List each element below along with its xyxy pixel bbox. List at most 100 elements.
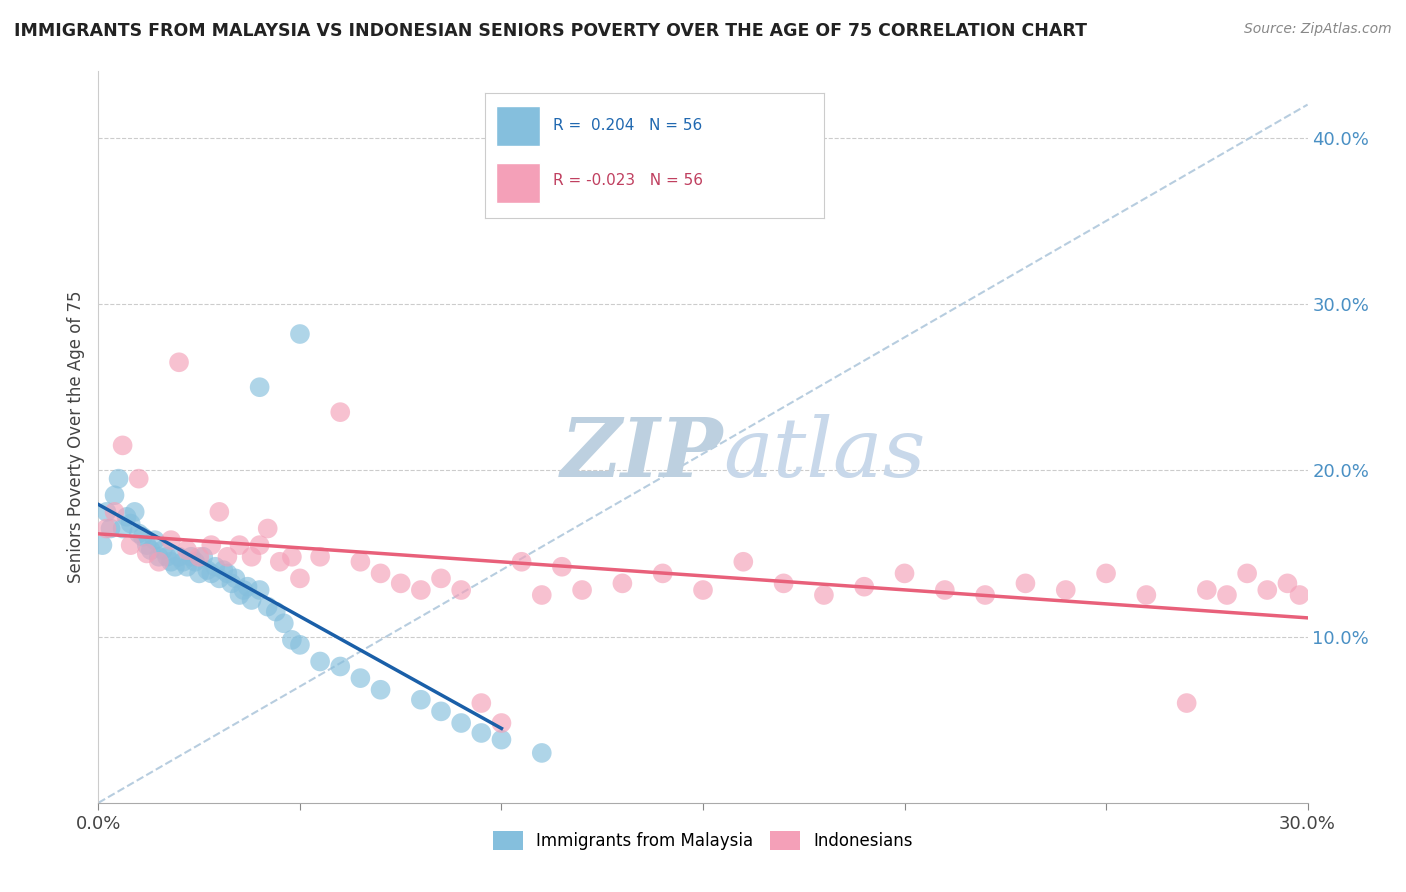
Point	[1256, 582, 1278, 597]
Point	[281, 549, 304, 564]
Point	[160, 555, 183, 569]
Point	[309, 549, 332, 564]
Point	[100, 521, 122, 535]
Point	[409, 582, 432, 597]
Point	[221, 576, 243, 591]
Point	[96, 505, 118, 519]
Point	[813, 588, 835, 602]
Point	[329, 405, 352, 419]
Point	[329, 659, 352, 673]
Point	[188, 549, 211, 564]
Point	[491, 716, 513, 731]
Point	[111, 521, 134, 535]
Point	[612, 576, 634, 591]
Point	[236, 580, 259, 594]
Point	[224, 571, 246, 585]
Point	[288, 326, 311, 341]
Point	[551, 559, 574, 574]
Point	[1288, 588, 1310, 602]
Point	[217, 549, 239, 564]
Point	[200, 538, 222, 552]
Point	[430, 571, 453, 585]
Point	[974, 588, 997, 602]
Point	[1277, 576, 1299, 591]
Point	[240, 549, 263, 564]
Point	[249, 538, 271, 552]
Point	[124, 505, 146, 519]
Point	[163, 559, 186, 574]
Point	[389, 576, 412, 591]
Point	[530, 746, 553, 760]
Point	[156, 549, 179, 564]
Point	[180, 549, 202, 564]
Point	[264, 605, 287, 619]
Point	[135, 546, 157, 560]
Text: Source: ZipAtlas.com: Source: ZipAtlas.com	[1244, 22, 1392, 37]
Point	[1014, 576, 1036, 591]
Point	[692, 582, 714, 597]
Point	[491, 732, 513, 747]
Point	[349, 671, 371, 685]
Point	[120, 538, 142, 552]
Point	[200, 566, 222, 581]
Point	[510, 555, 533, 569]
Point	[128, 472, 150, 486]
Point	[167, 355, 190, 369]
Point	[103, 505, 125, 519]
Point	[470, 726, 492, 740]
Point	[269, 555, 291, 569]
Point	[1095, 566, 1118, 581]
Point	[167, 549, 190, 564]
Point	[96, 521, 118, 535]
Point	[160, 533, 183, 548]
Point	[1236, 566, 1258, 581]
Point	[143, 533, 166, 548]
Point	[288, 571, 311, 585]
Point	[152, 543, 174, 558]
Point	[651, 566, 673, 581]
Point	[1175, 696, 1198, 710]
Point	[228, 588, 250, 602]
Point	[409, 692, 432, 706]
Point	[148, 555, 170, 569]
Point	[217, 566, 239, 581]
Point	[208, 571, 231, 585]
Point	[893, 566, 915, 581]
Point	[193, 549, 215, 564]
Point	[212, 563, 235, 577]
Point	[309, 655, 332, 669]
Point	[91, 538, 114, 552]
Point	[1135, 588, 1157, 602]
Point	[772, 576, 794, 591]
Point	[195, 563, 218, 577]
Text: atlas: atlas	[723, 414, 925, 493]
Point	[530, 588, 553, 602]
Legend: Immigrants from Malaysia, Indonesians: Immigrants from Malaysia, Indonesians	[486, 824, 920, 856]
Text: IMMIGRANTS FROM MALAYSIA VS INDONESIAN SENIORS POVERTY OVER THE AGE OF 75 CORREL: IMMIGRANTS FROM MALAYSIA VS INDONESIAN S…	[14, 22, 1087, 40]
Text: ZIP: ZIP	[561, 414, 723, 493]
Point	[232, 582, 254, 597]
Point	[139, 543, 162, 558]
Point	[853, 580, 876, 594]
Point	[184, 555, 207, 569]
Point	[240, 593, 263, 607]
Point	[228, 538, 250, 552]
Point	[450, 716, 472, 731]
Point	[172, 555, 194, 569]
Point	[132, 530, 155, 544]
Point	[208, 505, 231, 519]
Point	[188, 566, 211, 581]
Point	[115, 509, 138, 524]
Point	[249, 582, 271, 597]
Point	[733, 555, 755, 569]
Point	[273, 616, 295, 631]
Point	[256, 599, 278, 614]
Point	[249, 380, 271, 394]
Point	[470, 696, 492, 710]
Point	[176, 559, 198, 574]
Point	[281, 632, 304, 647]
Point	[148, 549, 170, 564]
Point	[256, 521, 278, 535]
Point	[135, 538, 157, 552]
Point	[370, 682, 392, 697]
